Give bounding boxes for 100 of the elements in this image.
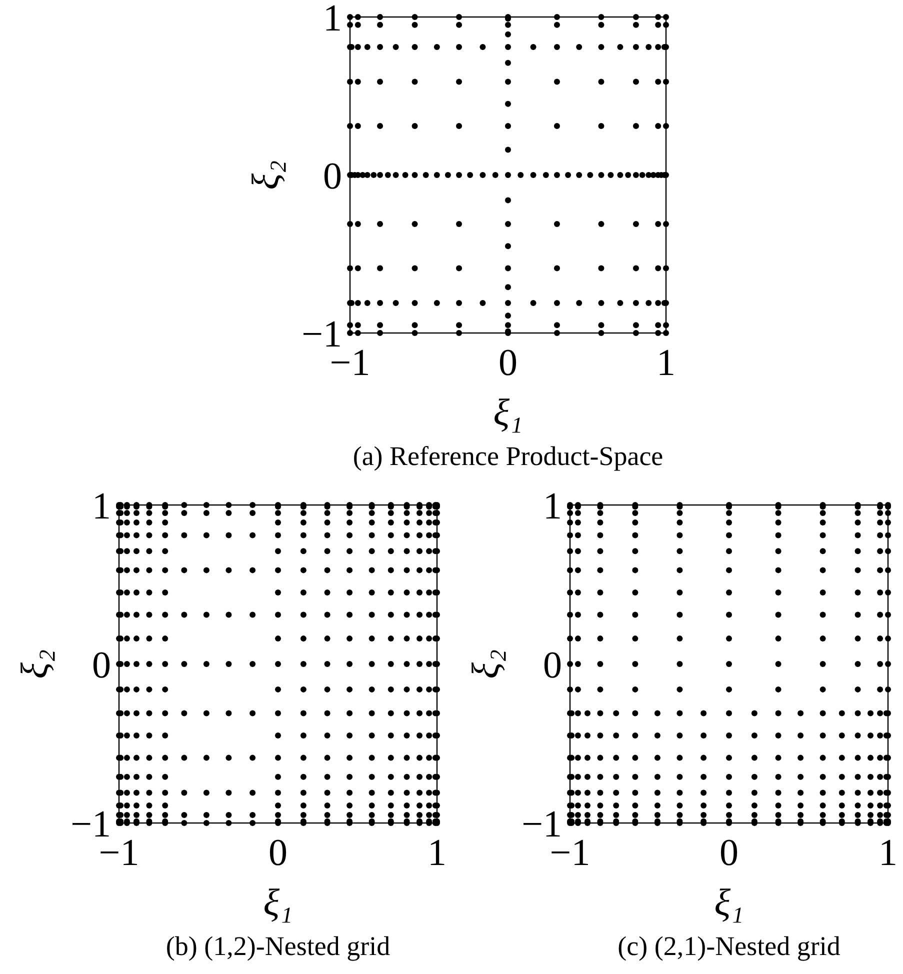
point bbox=[676, 589, 683, 596]
point bbox=[663, 220, 669, 227]
point bbox=[751, 732, 758, 739]
point bbox=[250, 567, 256, 574]
point bbox=[632, 14, 639, 20]
point bbox=[377, 330, 384, 336]
point bbox=[404, 802, 410, 809]
point bbox=[584, 710, 590, 716]
point bbox=[655, 22, 662, 28]
point bbox=[364, 300, 370, 306]
point bbox=[877, 519, 884, 526]
point bbox=[456, 123, 462, 130]
point bbox=[377, 220, 384, 227]
point bbox=[574, 774, 581, 780]
point bbox=[124, 790, 130, 796]
x-tick-label: 1 bbox=[878, 832, 898, 874]
point bbox=[133, 754, 140, 761]
point bbox=[775, 510, 782, 516]
point bbox=[554, 44, 560, 50]
y-tick-label: 0 bbox=[92, 644, 111, 686]
point bbox=[655, 14, 662, 20]
point bbox=[300, 567, 306, 574]
point bbox=[133, 548, 140, 554]
point bbox=[388, 612, 394, 618]
y-tick-label: 0 bbox=[323, 155, 342, 198]
point bbox=[877, 812, 884, 818]
point bbox=[877, 732, 884, 739]
point bbox=[574, 589, 581, 596]
point bbox=[854, 636, 861, 642]
point bbox=[412, 44, 418, 50]
point bbox=[368, 790, 375, 796]
point bbox=[885, 567, 891, 574]
point bbox=[146, 636, 152, 642]
point bbox=[426, 802, 432, 809]
point bbox=[368, 732, 375, 739]
point bbox=[133, 812, 140, 818]
point bbox=[388, 790, 394, 796]
point bbox=[146, 532, 152, 538]
point bbox=[124, 774, 130, 780]
point bbox=[162, 686, 168, 692]
point bbox=[416, 636, 423, 642]
point bbox=[426, 812, 432, 818]
point bbox=[676, 790, 683, 796]
point bbox=[567, 510, 573, 516]
point bbox=[597, 802, 604, 809]
point bbox=[676, 732, 683, 739]
point bbox=[416, 567, 423, 574]
point bbox=[751, 710, 758, 716]
point bbox=[598, 322, 604, 328]
point bbox=[632, 686, 638, 692]
point bbox=[820, 710, 826, 716]
y-tick-label: 1 bbox=[323, 0, 342, 40]
point bbox=[654, 754, 660, 761]
point bbox=[567, 567, 573, 574]
point bbox=[854, 661, 861, 667]
point bbox=[162, 802, 168, 809]
point bbox=[181, 790, 188, 796]
point bbox=[877, 636, 884, 642]
x-axis-title: ξ₁ bbox=[493, 392, 523, 434]
point bbox=[146, 732, 152, 739]
point bbox=[346, 802, 353, 809]
point bbox=[597, 567, 604, 574]
point bbox=[574, 612, 581, 618]
point bbox=[820, 812, 826, 818]
point bbox=[676, 548, 683, 554]
point bbox=[613, 774, 620, 780]
point bbox=[275, 774, 281, 780]
point bbox=[820, 774, 826, 780]
point bbox=[567, 636, 573, 642]
point bbox=[368, 567, 375, 574]
point bbox=[655, 300, 662, 306]
point bbox=[854, 548, 861, 554]
point bbox=[632, 519, 638, 526]
point bbox=[275, 661, 281, 667]
point bbox=[655, 265, 662, 272]
point bbox=[854, 802, 861, 809]
point bbox=[820, 548, 826, 554]
point bbox=[820, 802, 826, 809]
point bbox=[700, 812, 707, 818]
point bbox=[300, 636, 306, 642]
point bbox=[368, 612, 375, 618]
point bbox=[324, 548, 330, 554]
point bbox=[655, 78, 662, 85]
point bbox=[404, 636, 410, 642]
point bbox=[726, 774, 732, 780]
point bbox=[426, 790, 432, 796]
point bbox=[574, 754, 581, 761]
point bbox=[250, 710, 256, 716]
point bbox=[300, 802, 306, 809]
point bbox=[250, 812, 256, 818]
point bbox=[412, 300, 418, 306]
point bbox=[250, 754, 256, 761]
point bbox=[820, 636, 826, 642]
point bbox=[505, 31, 511, 38]
point bbox=[467, 172, 474, 178]
point bbox=[663, 78, 669, 85]
point bbox=[416, 532, 423, 538]
point bbox=[133, 661, 140, 667]
point bbox=[250, 510, 256, 516]
point bbox=[300, 519, 306, 526]
